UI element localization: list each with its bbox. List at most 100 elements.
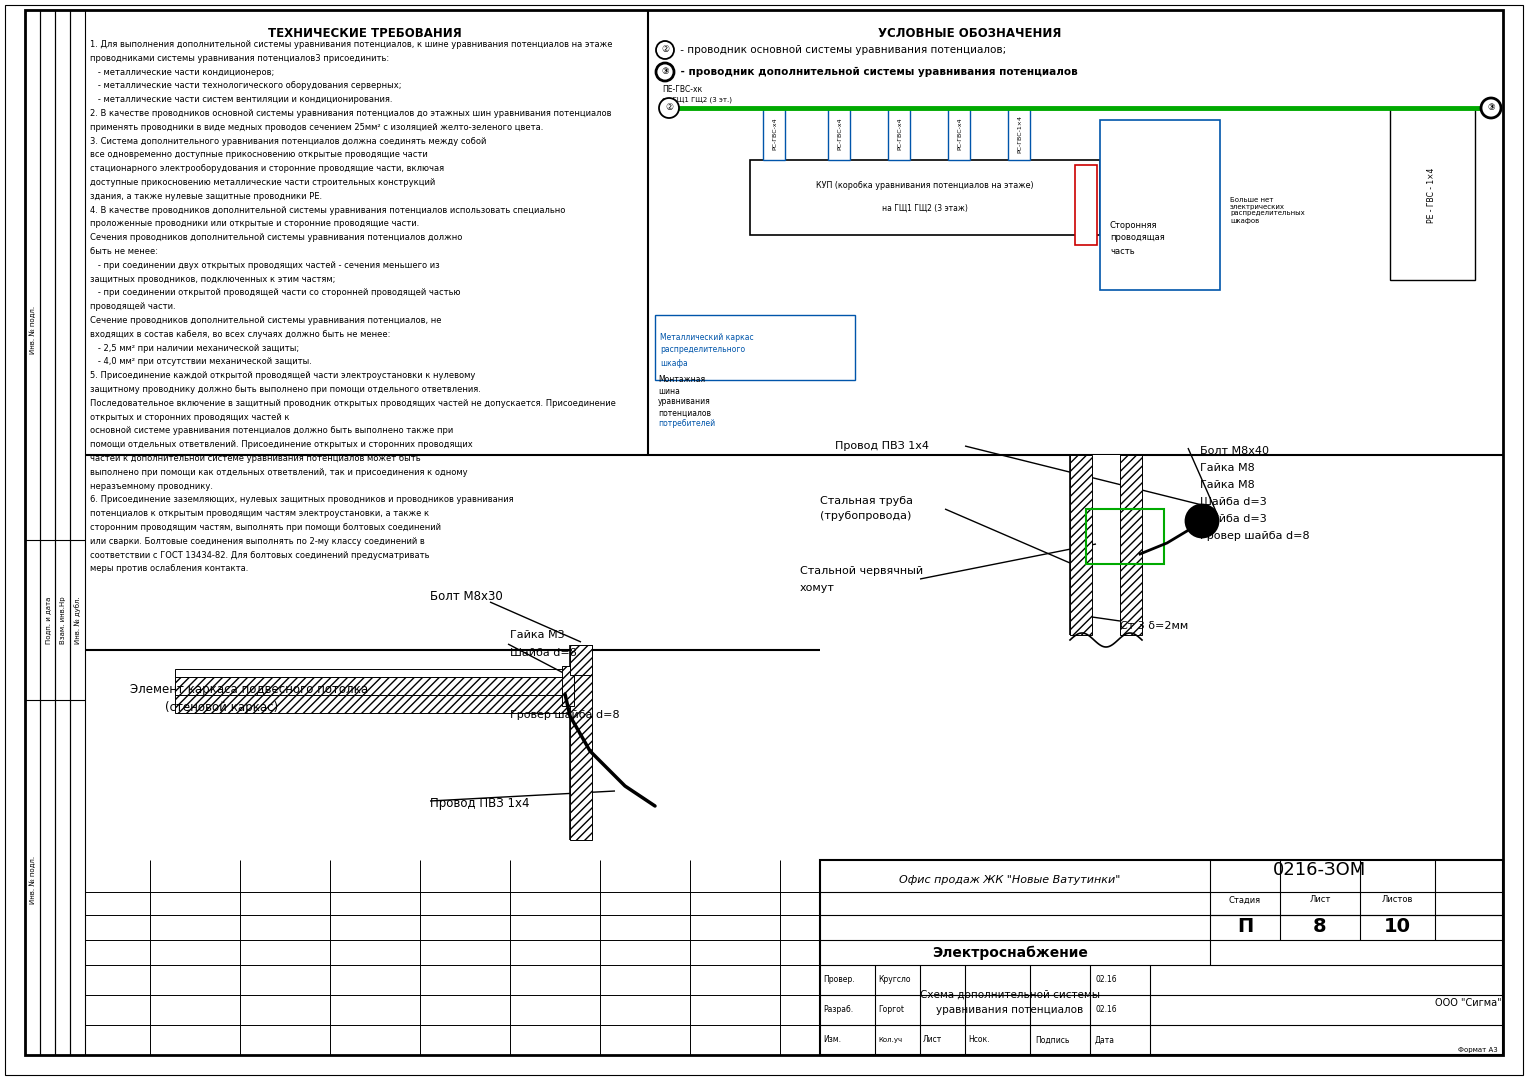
Bar [1008, 108, 1030, 160]
Text: 4. В качестве проводников дополнительной системы уравнивания потенциалов использ: 4. В качестве проводников дополнительной… [90, 205, 565, 215]
Text: Шайба d=3: Шайба d=3 [1199, 497, 1267, 507]
Text: 02.16: 02.16 [1096, 1005, 1117, 1014]
Text: Гайка М8: Гайка М8 [1199, 463, 1254, 473]
Bar [24, 10, 40, 1055]
Bar [947, 108, 970, 160]
Text: Сторонняя: Сторонняя [1109, 220, 1158, 230]
Text: распределительного: распределительного [660, 346, 746, 354]
Text: - металлические части кондиционеров;: - металлические части кондиционеров; [90, 68, 274, 77]
Text: Кругсло: Кругсло [879, 975, 911, 985]
Text: Болт М8х40: Болт М8х40 [1199, 446, 1268, 456]
Text: Лист: Лист [1309, 895, 1331, 905]
Bar [562, 666, 575, 706]
Text: - при соединении открытой проводящей части со сторонней проводящей частью: - при соединении открытой проводящей час… [90, 288, 460, 297]
Text: Офис продаж ЖК "Новые Ватутинки": Офис продаж ЖК "Новые Ватутинки" [900, 875, 1120, 885]
Text: - 4,0 мм² при отсутствии механической защиты.: - 4,0 мм² при отсутствии механической за… [90, 357, 312, 366]
Text: ООО "Сигма": ООО "Сигма" [1435, 998, 1502, 1008]
Text: 10: 10 [1383, 918, 1410, 936]
Text: Сечение проводников дополнительной системы уравнивания потенциалов, не: Сечение проводников дополнительной систе… [90, 316, 442, 325]
Text: открытых и сторонних проводящих частей к: открытых и сторонних проводящих частей к [90, 413, 289, 421]
Text: Больше нет
электрических
распределительных
шкафов: Больше нет электрических распределительн… [1230, 197, 1305, 224]
Text: РС-ГВС-х4: РС-ГВС-х4 [958, 118, 963, 150]
Bar [1086, 509, 1164, 564]
Text: Шайба d=3: Шайба d=3 [1199, 514, 1267, 524]
Text: Гровер шайба d=8: Гровер шайба d=8 [1199, 531, 1309, 541]
Text: Дата: Дата [1096, 1036, 1115, 1044]
Circle shape [659, 98, 678, 118]
Text: потенциалов: потенциалов [659, 408, 711, 418]
Text: УСЛОВНЫЕ ОБОЗНАЧЕНИЯ: УСЛОВНЫЕ ОБОЗНАЧЕНИЯ [879, 27, 1062, 40]
Bar [1120, 455, 1141, 635]
Bar [1100, 120, 1219, 291]
Text: Инв. № подл.: Инв. № подл. [29, 856, 37, 904]
Text: Гровер шайба d=8: Гровер шайба d=8 [510, 710, 620, 720]
Text: - металлические части систем вентиляции и кондиционирования.: - металлические части систем вентиляции … [90, 95, 393, 104]
Text: потенциалов к открытым проводящим частям электроустановки, а также к: потенциалов к открытым проводящим частям… [90, 509, 429, 518]
Text: Шайба d=8: Шайба d=8 [510, 648, 578, 658]
Text: ②: ② [662, 45, 669, 54]
Bar [828, 108, 850, 160]
Text: уравнивания потенциалов: уравнивания потенциалов [937, 1005, 1083, 1015]
Text: ②: ② [665, 104, 672, 112]
Bar [1076, 165, 1097, 245]
Text: часть: часть [1109, 246, 1135, 256]
Text: Провер.: Провер. [824, 975, 854, 985]
Bar [821, 860, 1504, 1055]
Text: Подп. и дата: Подп. и дата [44, 596, 50, 644]
Text: Металлический каркас: Металлический каркас [660, 333, 753, 341]
Text: РС-ГВС-х4: РС-ГВС-х4 [837, 118, 842, 150]
Text: Электроснабжение: Электроснабжение [932, 946, 1088, 960]
Text: - 2,5 мм² при наличии механической защиты;: - 2,5 мм² при наличии механической защит… [90, 343, 299, 352]
Text: Последовательное включение в защитный проводник открытых проводящих частей не до: Последовательное включение в защитный пр… [90, 399, 616, 408]
Text: быть не менее:: быть не менее: [90, 247, 157, 256]
Text: стационарного электрооборудования и сторонние проводящие части, включая: стационарного электрооборудования и стор… [90, 164, 445, 173]
Bar [40, 10, 55, 1055]
Text: РЕ - ГВС - 1×4: РЕ - ГВС - 1×4 [1427, 167, 1436, 222]
Text: от ГЩ1 ГЩ2 (3 эт.): от ГЩ1 ГЩ2 (3 эт.) [662, 97, 732, 104]
Bar [70, 10, 86, 1055]
Text: (трубопровода): (трубопровода) [821, 511, 911, 521]
Text: Изм.: Изм. [824, 1036, 840, 1044]
Bar [1093, 455, 1120, 635]
Text: потребителей: потребителей [659, 419, 715, 429]
Text: Листов: Листов [1381, 895, 1413, 905]
Text: Гайка М8: Гайка М8 [1199, 480, 1254, 490]
Text: выполнено при помощи как отдельных ответвлений, так и присоединения к одному: выполнено при помощи как отдельных ответ… [90, 468, 468, 476]
Text: хомут: хомут [801, 583, 834, 593]
Text: проводящей части.: проводящей части. [90, 302, 176, 311]
Text: Инв. № дубл.: Инв. № дубл. [75, 596, 81, 644]
Text: входящих в состав кабеля, во всех случаях должно быть не менее:: входящих в состав кабеля, во всех случая… [90, 329, 390, 339]
Text: здания, а также нулевые защитные проводники РЕ.: здания, а также нулевые защитные проводн… [90, 192, 322, 201]
Text: Лист: Лист [923, 1036, 943, 1044]
Text: Горгоt: Горгоt [879, 1005, 905, 1014]
Text: Инв. № подл.: Инв. № подл. [29, 306, 37, 354]
Text: помощи отдельных ответвлений. Присоединение открытых и сторонних проводящих: помощи отдельных ответвлений. Присоедине… [90, 441, 472, 449]
Text: 6. Присоединение заземляющих, нулевых защитных проводников и проводников уравнив: 6. Присоединение заземляющих, нулевых за… [90, 496, 513, 504]
Bar [176, 677, 570, 696]
Text: ПЕ-ГВС-хк: ПЕ-ГВС-хк [662, 85, 703, 94]
Bar [570, 645, 591, 840]
Bar [176, 669, 570, 677]
Bar [558, 678, 573, 694]
Text: Гайка М3: Гайка М3 [510, 630, 565, 640]
Text: частей к дополнительной системе уравнивания потенциалов может быть: частей к дополнительной системе уравнива… [90, 454, 420, 463]
Text: защитных проводников, подключенных к этим частям;: защитных проводников, подключенных к эти… [90, 274, 335, 284]
Text: Кол.уч: Кол.уч [879, 1037, 902, 1043]
Text: Сечения проводников дополнительной системы уравнивания потенциалов должно: Сечения проводников дополнительной систе… [90, 233, 463, 242]
Text: проложенные проводники или открытые и сторонние проводящие части.: проложенные проводники или открытые и ст… [90, 219, 419, 228]
Text: Элемент каркаса подвесного потолка: Элемент каркаса подвесного потолка [130, 684, 368, 697]
Circle shape [1481, 98, 1500, 118]
Bar [561, 681, 568, 690]
Bar [1390, 108, 1475, 280]
Text: шина: шина [659, 387, 680, 395]
Text: 3. Система дополнительного уравнивания потенциалов должна соединять между собой: 3. Система дополнительного уравнивания п… [90, 136, 486, 146]
Text: или сварки. Болтовые соединения выполнять по 2-му классу соединений в: или сварки. Болтовые соединения выполнят… [90, 537, 425, 545]
Text: Взам. инв.Нр: Взам. инв.Нр [60, 596, 66, 644]
Text: РС-ГВС-х4: РС-ГВС-х4 [773, 118, 778, 150]
Text: все одновременно доступные прикосновению открытые проводящие части: все одновременно доступные прикосновению… [90, 150, 428, 160]
Text: Стальная труба: Стальная труба [821, 496, 914, 507]
Text: основной системе уравнивания потенциалов должно быть выполнено также при: основной системе уравнивания потенциалов… [90, 427, 454, 435]
Text: защитному проводнику должно быть выполнено при помощи отдельного ответвления.: защитному проводнику должно быть выполне… [90, 384, 481, 394]
Text: Монтажная: Монтажная [659, 376, 704, 384]
Text: на ГЩ1 ГЩ2 (3 этаж): на ГЩ1 ГЩ2 (3 этаж) [882, 203, 967, 213]
